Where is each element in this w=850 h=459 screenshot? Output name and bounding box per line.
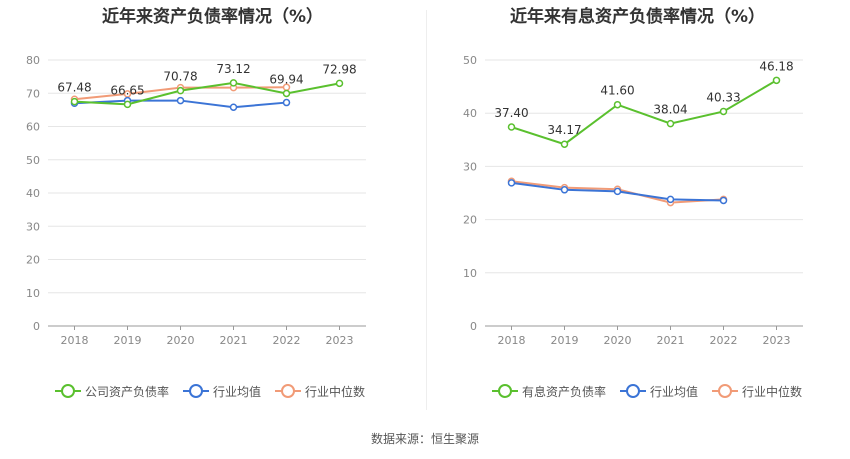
chart-right: 0 10 20 30 40 50 2018 2019 2020 2021 2022 2023 37.40…	[463, 54, 803, 347]
y-tick-label: 10	[463, 267, 477, 280]
x-tick-label: 2023	[326, 334, 354, 347]
legend-marker-icon	[492, 384, 518, 398]
data-label: 40.33	[706, 90, 740, 104]
chart-title-right: 近年来有息资产负债率情况（%）	[509, 7, 766, 27]
x-tick-label: 2020	[604, 334, 632, 347]
legend-label: 行业均值	[213, 384, 262, 399]
series-line	[74, 81, 340, 106]
data-point	[176, 96, 185, 105]
data-label: 38.04	[653, 103, 687, 117]
y-tick-label: 50	[463, 54, 477, 67]
legend-label: 行业中位数	[742, 384, 803, 399]
data-label: 34.17	[547, 123, 581, 137]
x-tick-label: 2022	[273, 334, 301, 347]
y-tick-label: 60	[26, 121, 40, 134]
legend-label: 行业中位数	[305, 384, 366, 399]
data-label: 69.94	[269, 72, 303, 86]
data-point	[613, 187, 622, 196]
y-tick-label: 30	[26, 220, 40, 233]
x-tick-label: 2019	[114, 334, 142, 347]
data-point	[229, 79, 238, 87]
chart-title-left: 近年来资产负债率情况（%）	[101, 7, 324, 27]
data-point	[507, 123, 516, 131]
data-label: 46.18	[759, 59, 793, 73]
y-tick-label: 40	[26, 187, 40, 200]
data-point	[666, 119, 675, 128]
data-point	[335, 79, 344, 88]
data-point	[560, 186, 569, 194]
y-tick-label: 20	[26, 254, 40, 267]
y-tick-label: 30	[463, 160, 477, 173]
legend-marker-icon	[275, 384, 302, 398]
legend-item-industry-median[interactable]: 行业中位数	[712, 383, 802, 400]
data-point	[229, 103, 238, 111]
x-tick-label: 2023	[763, 334, 791, 347]
legend-marker-icon	[620, 384, 647, 398]
x-tick-label: 2022	[710, 334, 738, 347]
x-tick-label: 2020	[167, 334, 195, 347]
legend-item-industry-median[interactable]: 行业中位数	[275, 383, 365, 400]
y-tick-label: 70	[26, 87, 40, 100]
data-point	[70, 97, 79, 106]
legend-item-company-ratio[interactable]: 公司资产负债率	[55, 383, 169, 400]
y-tick-label: 10	[26, 287, 40, 300]
y-tick-label: 0	[33, 320, 40, 333]
legend-item-industry-avg[interactable]: 行业均值	[183, 383, 261, 400]
x-tick-label: 2021	[657, 334, 685, 347]
data-point	[282, 89, 291, 98]
x-tick-label: 2018	[61, 334, 89, 347]
data-label: 67.48	[57, 81, 91, 95]
y-tick-label: 40	[463, 107, 477, 120]
data-label: 72.98	[322, 62, 356, 76]
data-point	[613, 100, 622, 109]
data-label: 66.65	[110, 83, 144, 97]
source-note: 数据来源：恒生聚源	[370, 432, 479, 446]
data-point	[772, 76, 781, 85]
chart-left: 0 10 20 30 40 50 60 70 80 2018 2019 2020 2021 2022 202…	[26, 54, 366, 347]
data-point	[282, 98, 291, 107]
data-point	[507, 179, 516, 187]
y-tick-label: 20	[463, 214, 477, 227]
x-tick-label: 2019	[551, 334, 579, 347]
legend-label: 行业均值	[650, 384, 699, 399]
legend-label: 有息资产负债率	[522, 384, 607, 399]
data-label: 70.78	[163, 70, 197, 84]
data-label: 73.12	[216, 62, 250, 76]
data-point	[719, 196, 728, 205]
series-line	[511, 79, 778, 146]
y-tick-label: 0	[470, 320, 477, 333]
legend-marker-icon	[712, 384, 739, 398]
data-label: 41.60	[600, 84, 634, 98]
x-tick-label: 2018	[498, 334, 526, 347]
legend-label: 公司资产负债率	[85, 384, 170, 399]
y-tick-label: 80	[26, 54, 40, 67]
data-point	[123, 100, 132, 109]
legend-right: 有息资产负债率 行业均值 行业中位数	[492, 382, 816, 400]
y-tick-label: 50	[26, 154, 40, 167]
chart-divider	[426, 10, 427, 410]
legend-left: 公司资产负债率 行业均值 行业中位数	[55, 382, 379, 400]
data-point	[176, 86, 185, 95]
data-point	[666, 195, 675, 204]
data-label: 37.40	[494, 106, 528, 120]
legend-item-interest-ratio[interactable]: 有息资产负债率	[492, 383, 606, 400]
legend-marker-icon	[183, 384, 210, 398]
legend-item-industry-avg[interactable]: 行业均值	[620, 383, 698, 400]
data-point	[560, 140, 569, 148]
legend-marker-icon	[55, 384, 81, 398]
x-tick-label: 2021	[220, 334, 248, 347]
data-point	[719, 107, 728, 116]
